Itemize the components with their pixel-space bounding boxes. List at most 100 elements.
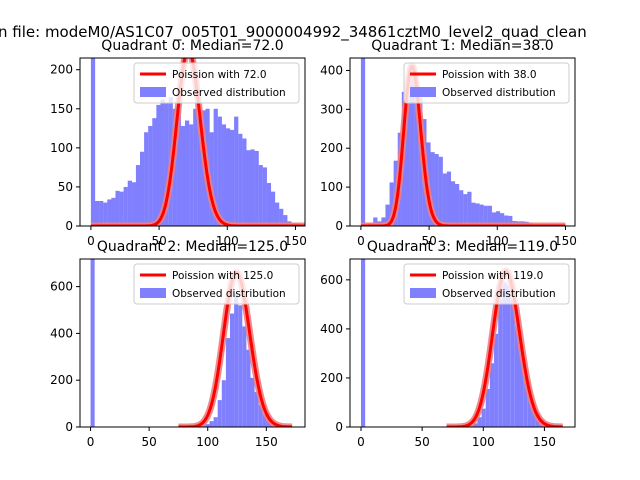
plot-area	[358, 58, 568, 226]
legend-box	[133, 263, 300, 305]
histogram-bar	[531, 404, 536, 427]
y-tick-label: 200	[320, 371, 343, 385]
histogram-bar	[473, 423, 478, 427]
histogram-bar	[381, 217, 386, 226]
legend-label-observed: Observed distribution	[442, 288, 556, 300]
histogram-bar	[242, 326, 247, 427]
x-tick-label: 50	[421, 234, 436, 248]
histogram-bar	[234, 116, 239, 226]
histogram-bar	[230, 313, 235, 427]
chart-title: Quadrant 3: Median=119.0	[367, 239, 558, 255]
histogram-bar	[217, 116, 222, 226]
histogram-bar	[230, 129, 235, 226]
histogram-bar	[523, 375, 528, 427]
histogram-bar	[275, 202, 280, 226]
histogram-bar	[483, 205, 488, 226]
histogram-bar	[127, 180, 132, 226]
histogram-bar	[119, 191, 124, 226]
chart-title: Quadrant 0: Median=72.0	[101, 38, 283, 54]
histogram-bar	[160, 99, 165, 226]
histogram-bar	[438, 156, 443, 226]
x-tick-label: 0	[357, 234, 365, 248]
x-tick-label: 50	[415, 435, 430, 449]
histogram-bar	[250, 149, 255, 226]
legend-box	[133, 62, 300, 104]
y-tick-label: 100	[320, 180, 343, 194]
histogram-bar	[498, 299, 503, 427]
histogram-bar	[217, 400, 222, 427]
histogram-bar	[500, 213, 505, 226]
histogram-bar	[508, 215, 513, 226]
y-tick-label: 50	[58, 180, 73, 194]
chart-panel-1: 0 50 100 150 0 100 200 300 400 Poission with 38.0…	[320, 38, 577, 248]
histogram-bar	[221, 124, 227, 226]
histogram-bar	[485, 388, 490, 427]
y-tick-label: 400	[50, 326, 73, 340]
chart-panel-3: 0 50 100 150 0 200 400 600 Poission with 119.0 Ob…	[320, 239, 576, 449]
histogram-bar	[479, 204, 484, 226]
histogram-bar	[477, 417, 482, 427]
legend-box	[403, 62, 570, 104]
legend-label-observed: Observed distribution	[442, 87, 556, 99]
legend-label-poisson: Poission with 119.0	[442, 270, 543, 282]
x-tick-label: 0	[87, 234, 95, 248]
axes-frame	[349, 57, 576, 227]
y-tick-label: 200	[50, 373, 73, 387]
legend-label-poisson: Poission with 72.0	[172, 69, 267, 81]
x-tick-label: 0	[357, 435, 365, 449]
x-tick-label: 50	[142, 435, 157, 449]
y-tick-label: 150	[50, 102, 73, 116]
x-tick-label: 150	[533, 435, 556, 449]
histogram-bar	[152, 118, 157, 226]
histogram-bar	[144, 132, 149, 226]
histogram-bar	[481, 408, 486, 427]
legend-hist-swatch	[410, 288, 436, 298]
plot-area	[88, 58, 305, 226]
legend-box	[403, 263, 570, 305]
histogram-bar	[103, 202, 108, 226]
histogram-bar	[459, 190, 464, 226]
histogram-bar	[140, 151, 145, 226]
legend-label-poisson: Poission with 38.0	[442, 69, 537, 81]
x-tick-label: 100	[486, 234, 509, 248]
histogram-bar	[463, 194, 468, 226]
x-tick-label: 0	[87, 435, 95, 449]
y-tick-label: 200	[320, 141, 343, 155]
histogram-bar	[495, 211, 501, 226]
histogram-bar	[270, 191, 276, 226]
histogram-bar	[475, 203, 480, 226]
legend-label-poisson: Poission with 125.0	[172, 270, 273, 282]
histogram-bar	[266, 183, 272, 226]
histogram-bar	[373, 217, 378, 226]
x-tick-label: 150	[554, 234, 577, 248]
x-tick-label: 100	[196, 435, 219, 449]
histogram-bar	[471, 202, 476, 226]
y-tick-label: 100	[50, 141, 73, 155]
poisson-curve	[360, 65, 566, 226]
histogram-bar	[111, 197, 116, 226]
histogram-bar	[504, 215, 509, 226]
histogram-bar	[418, 97, 423, 226]
histogram-bar	[107, 199, 112, 226]
x-tick-label: 100	[216, 234, 239, 248]
legend-label-observed: Observed distribution	[172, 87, 286, 99]
legend-hist-swatch	[140, 87, 166, 97]
x-tick-label: 150	[255, 435, 278, 449]
histogram-bar	[197, 118, 202, 226]
legend-hist-swatch	[140, 288, 166, 298]
legend-label-observed: Observed distribution	[172, 288, 286, 300]
histogram-bar	[442, 173, 447, 226]
histogram-bar	[262, 414, 267, 427]
histogram-bar	[180, 125, 186, 226]
histogram-bar	[361, 259, 366, 427]
chart-panel-0: 0 50 100 150 0 50 100 150 200 Poission with 72.0 O…	[50, 38, 307, 248]
histogram-bar	[258, 404, 263, 427]
histogram-bar	[518, 346, 524, 427]
histogram-bar	[99, 200, 104, 226]
histogram-bar	[491, 212, 497, 226]
y-tick-label: 600	[320, 273, 343, 287]
histogram-bar	[258, 165, 263, 226]
histogram-bar	[209, 421, 214, 427]
histogram-bar	[385, 204, 390, 226]
